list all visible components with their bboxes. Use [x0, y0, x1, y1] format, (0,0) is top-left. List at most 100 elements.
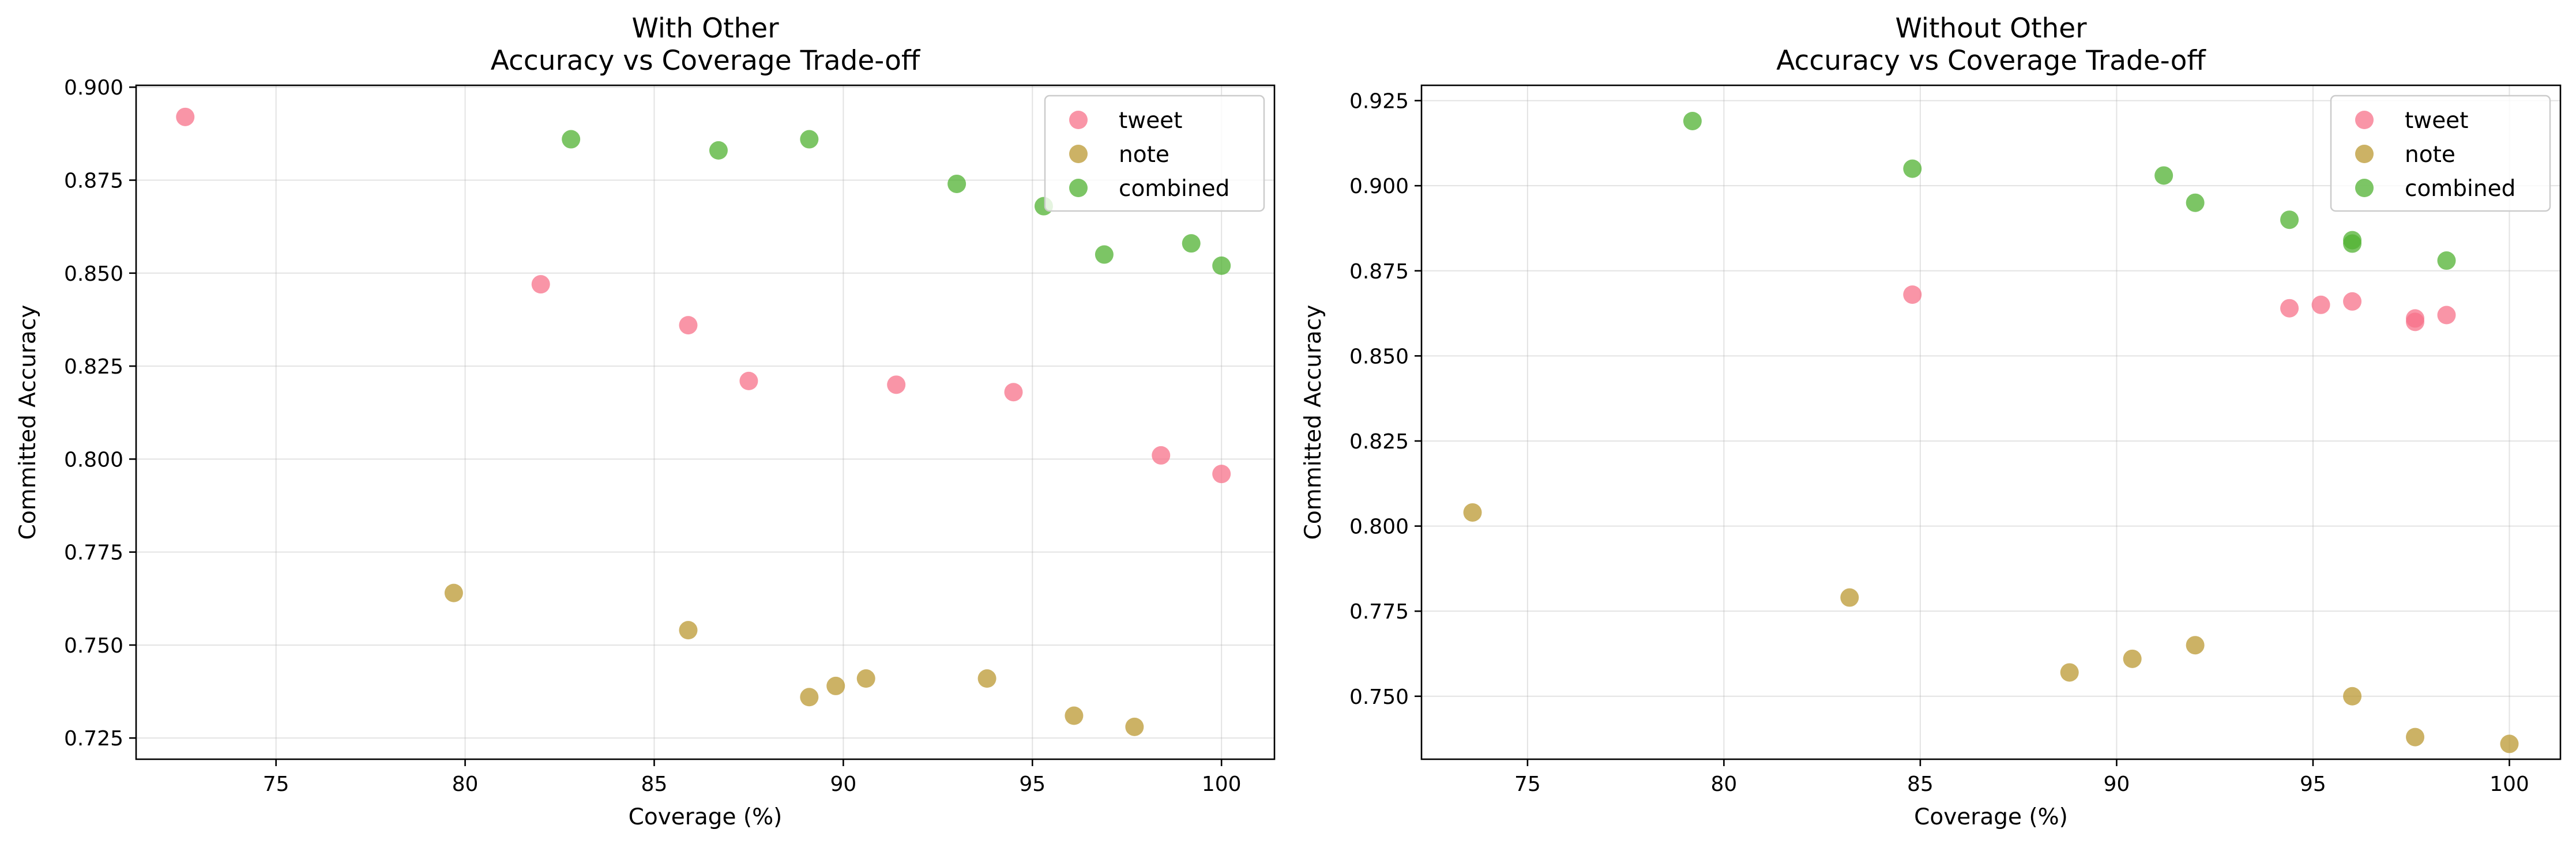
data-point-note [2406, 728, 2425, 747]
y-tick-label: 0.775 [1349, 600, 1409, 624]
legend-marker-combined [1069, 179, 1088, 197]
data-point-combined [1903, 159, 1922, 178]
legend: tweet note combined [2330, 95, 2551, 212]
y-tick-label: 0.800 [1349, 515, 1409, 539]
y-tick-label: 0.850 [1349, 345, 1409, 368]
y-tick-label: 0.875 [1349, 260, 1409, 284]
data-point-combined [1212, 256, 1231, 275]
legend-label: note [1119, 142, 1169, 168]
x-tick-label: 85 [641, 772, 668, 796]
data-point-combined [1182, 234, 1201, 253]
data-point-tweet [2437, 306, 2456, 325]
data-point-note [2123, 649, 2142, 668]
data-point-note [800, 688, 819, 707]
data-point-note [977, 669, 996, 688]
data-point-tweet [1212, 465, 1231, 484]
x-axis-label: Coverage (%) [1914, 804, 2068, 830]
y-axis-label: Committed Accuracy [15, 305, 41, 540]
legend-box [2330, 95, 2551, 212]
x-tick-label: 85 [1907, 772, 1934, 796]
y-tick-label: 0.825 [64, 355, 123, 379]
data-point-note [1065, 706, 1084, 725]
x-tick-label: 95 [1019, 772, 1046, 796]
y-tick-label: 0.750 [1349, 685, 1409, 709]
y-tick-label: 0.900 [64, 76, 123, 100]
data-point-note [1463, 503, 1482, 522]
y-tick-label: 0.850 [64, 262, 123, 286]
data-point-note [2343, 687, 2362, 706]
legend-label: combined [2405, 176, 2515, 202]
data-point-note [2500, 734, 2519, 753]
data-point-tweet [2406, 312, 2425, 331]
y-tick-label: 0.800 [64, 448, 123, 472]
legend-marker-note [1069, 145, 1088, 163]
data-point-tweet [739, 371, 758, 390]
legend-marker-tweet [1069, 111, 1088, 129]
x-tick-label: 90 [830, 772, 856, 796]
data-point-note [1125, 717, 1144, 736]
legend-label: note [2405, 142, 2455, 168]
data-point-tweet [176, 107, 195, 126]
data-point-tweet [2311, 295, 2330, 314]
x-tick-label: 75 [263, 772, 289, 796]
data-point-combined [2154, 166, 2173, 185]
y-tick-label: 0.875 [64, 169, 123, 193]
data-point-combined [562, 130, 581, 149]
chart-panel-2: 75 80 85 90 95 100 0.750 0.775 0.800 0.825 0.850 0.… [1300, 13, 2562, 830]
data-point-note [2186, 636, 2205, 655]
legend-box [1044, 95, 1265, 212]
x-tick-label: 95 [2300, 772, 2326, 796]
data-point-note [2060, 663, 2079, 682]
data-point-combined [1095, 245, 1114, 264]
x-tick-label: 100 [2489, 772, 2529, 796]
data-point-note [444, 583, 463, 602]
y-tick-label: 0.825 [1349, 430, 1409, 454]
data-point-tweet [679, 316, 698, 335]
y-tick-label: 0.775 [64, 541, 123, 565]
data-point-tweet [2343, 292, 2362, 311]
data-point-tweet [1004, 383, 1023, 402]
data-point-combined [2437, 251, 2456, 270]
data-point-combined [1683, 111, 1702, 130]
data-point-combined [2280, 210, 2299, 229]
data-point-note [679, 621, 698, 640]
data-point-note [856, 669, 875, 688]
data-point-note [1840, 588, 1859, 607]
legend-marker-note [2355, 145, 2374, 163]
plot-frame [135, 84, 1276, 760]
y-axis-label: Committed Accuracy [1300, 305, 1326, 540]
data-point-combined [2343, 231, 2362, 250]
legend-marker-combined [2355, 179, 2374, 197]
legend-label: tweet [1119, 108, 1182, 134]
data-point-tweet [531, 275, 550, 294]
data-point-tweet [1152, 446, 1171, 465]
data-point-note [826, 676, 845, 695]
data-point-combined [2186, 193, 2205, 212]
plot-frame [1420, 84, 2562, 760]
y-tick-label: 0.750 [64, 634, 123, 658]
legend-label: tweet [2405, 108, 2468, 134]
chart-panel-1: 75 80 85 90 95 100 0.725 0.750 0.775 0.800 0.825 0.… [15, 13, 1276, 830]
x-tick-label: 90 [2104, 772, 2130, 796]
data-point-combined [947, 174, 967, 193]
chart-title-line-1: Without Other [1895, 13, 2087, 44]
chart-title-line-1: With Other [631, 13, 779, 44]
data-point-tweet [887, 375, 906, 394]
x-tick-label: 100 [1202, 772, 1242, 796]
x-tick-label: 80 [452, 772, 479, 796]
legend: tweet note combined [1044, 95, 1265, 212]
legend-label: combined [1119, 176, 1229, 202]
y-tick-label: 0.725 [64, 727, 123, 751]
data-point-combined [800, 130, 819, 149]
y-tick-label: 0.900 [1349, 175, 1409, 198]
x-axis-label: Coverage (%) [629, 804, 783, 830]
x-tick-label: 80 [1710, 772, 1737, 796]
chart-title-line-2: Accuracy vs Coverage Trade-off [491, 45, 921, 77]
y-tick-label: 0.925 [1349, 90, 1409, 114]
data-point-tweet [1903, 285, 1922, 304]
chart-title-line-2: Accuracy vs Coverage Trade-off [1776, 45, 2206, 77]
legend-marker-tweet [2355, 111, 2374, 129]
data-point-combined [709, 141, 728, 160]
